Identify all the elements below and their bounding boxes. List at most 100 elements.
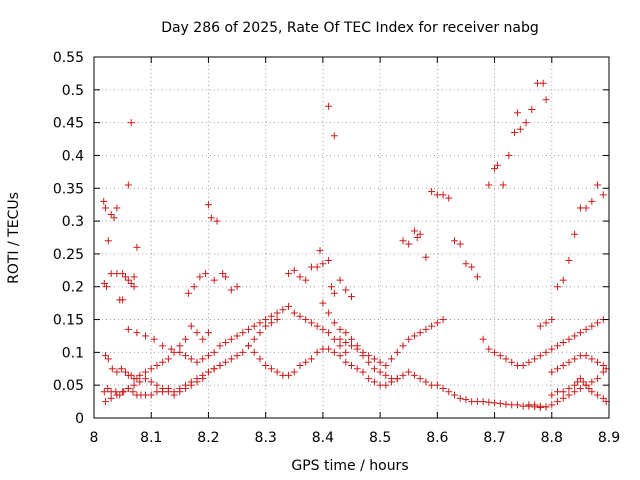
data-point (513, 109, 521, 117)
y-tick-label: 0.05 (53, 378, 84, 394)
data-point (100, 388, 108, 396)
x-tick-label: 8.6 (426, 430, 448, 446)
data-point (130, 273, 138, 281)
data-point (576, 329, 584, 337)
data-point (159, 384, 167, 392)
data-point (124, 325, 132, 333)
data-point (239, 329, 247, 337)
data-point (393, 348, 401, 356)
data-point (370, 365, 378, 373)
data-point (422, 253, 430, 261)
data-point (493, 161, 501, 169)
data-point (164, 355, 172, 363)
data-point (565, 391, 573, 399)
data-point (499, 181, 507, 189)
data-point (571, 388, 579, 396)
data-point (582, 204, 590, 212)
data-point (445, 194, 453, 202)
data-point (382, 381, 390, 389)
data-point (187, 355, 195, 363)
data-point (565, 384, 573, 392)
data-point (382, 361, 390, 369)
data-point (588, 355, 596, 363)
data-point (456, 240, 464, 248)
data-point (307, 319, 315, 327)
data-point (451, 391, 458, 399)
data-point (594, 358, 602, 366)
y-axis: 0 0.05 0.1 0.15 0.2 0.25 0.3 0.35 0.4 0.45 0.5 0.55 (53, 50, 609, 427)
data-point (554, 398, 561, 406)
data-point (508, 358, 516, 366)
data-point (262, 322, 270, 330)
x-tick-label: 8.5 (369, 430, 391, 446)
data-point (588, 197, 596, 205)
y-tick-label: 0.25 (53, 247, 84, 263)
data-point (302, 316, 310, 324)
data-point (582, 325, 590, 333)
data-point (548, 345, 556, 353)
data-point (571, 355, 579, 363)
data-point (290, 309, 298, 317)
data-point (433, 381, 441, 389)
data-point (439, 191, 447, 199)
x-tick-label: 8 (90, 430, 99, 446)
data-point (127, 279, 135, 287)
data-point (159, 358, 167, 366)
data-point (210, 276, 218, 284)
data-point (399, 371, 407, 379)
data-point (594, 375, 602, 383)
data-point (199, 335, 207, 343)
data-point (348, 293, 355, 301)
data-point (359, 348, 367, 356)
data-point (410, 371, 418, 379)
data-point (176, 342, 184, 350)
data-point (133, 243, 141, 251)
data-point (147, 391, 155, 399)
data-point (136, 371, 144, 379)
x-axis-label: GPS time / hours (291, 458, 408, 474)
data-point (536, 402, 544, 410)
data-point (336, 325, 344, 333)
data-point (353, 345, 361, 353)
data-point (117, 365, 125, 373)
data-point (273, 368, 281, 376)
data-point (353, 365, 361, 373)
data-point (256, 329, 264, 337)
x-tick-label: 8.3 (255, 430, 277, 446)
data-point (576, 384, 584, 392)
data-point (176, 348, 184, 356)
data-point (548, 368, 556, 376)
data-point (199, 375, 207, 383)
data-point (159, 342, 167, 350)
data-point (365, 358, 373, 366)
data-point (153, 361, 161, 369)
data-point (250, 348, 258, 356)
data-point (325, 309, 333, 317)
data-point (579, 378, 587, 386)
data-point (456, 394, 464, 402)
data-point (204, 329, 212, 337)
data-point (519, 361, 527, 369)
data-point (190, 283, 198, 291)
data-point (196, 273, 204, 281)
data-point (513, 401, 521, 409)
data-point (207, 214, 215, 222)
data-point (233, 332, 241, 340)
data-point (296, 361, 304, 369)
data-point (113, 270, 121, 278)
data-point (127, 371, 135, 379)
data-point (227, 335, 235, 343)
data-point (528, 106, 536, 114)
data-point (548, 401, 556, 409)
data-point (330, 132, 338, 140)
data-point (554, 283, 561, 291)
data-point (599, 191, 607, 199)
data-point (222, 339, 230, 347)
data-point (342, 358, 350, 366)
data-point (184, 289, 192, 297)
data-point (342, 329, 350, 337)
data-point (491, 399, 499, 407)
data-point (325, 329, 333, 337)
x-tick-label: 8.1 (140, 430, 162, 446)
